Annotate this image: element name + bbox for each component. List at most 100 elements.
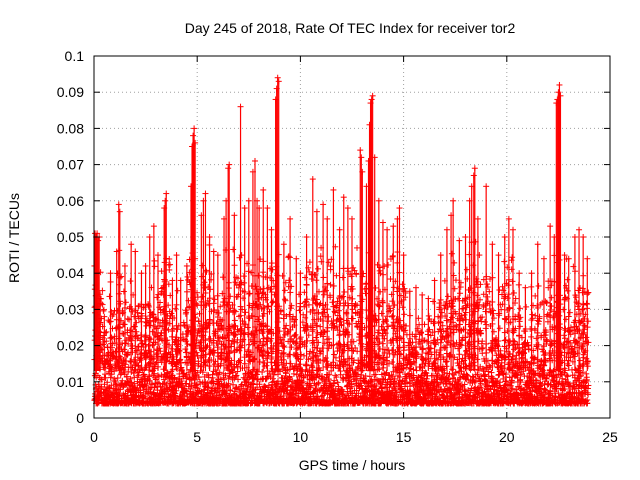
data-point xyxy=(555,89,562,96)
data-point xyxy=(167,261,174,268)
data-point xyxy=(430,298,437,305)
data-point xyxy=(138,270,145,277)
data-point xyxy=(349,295,356,302)
data-point xyxy=(199,262,206,269)
data-point xyxy=(509,226,516,233)
data-point xyxy=(281,287,288,294)
data-point xyxy=(120,288,127,295)
data-point xyxy=(191,125,198,132)
data-point xyxy=(297,270,304,277)
data-point xyxy=(127,278,134,285)
data-point xyxy=(463,266,470,273)
data-point xyxy=(320,201,327,208)
data-point xyxy=(124,315,131,322)
data-point xyxy=(522,284,529,291)
data-point xyxy=(419,291,426,298)
data-point xyxy=(463,316,470,323)
data-point xyxy=(240,273,247,280)
data-point xyxy=(413,367,420,374)
data-point xyxy=(256,358,263,365)
data-point xyxy=(120,330,127,337)
data-point xyxy=(122,304,129,311)
data-point xyxy=(358,154,365,161)
data-point xyxy=(173,301,180,308)
data-point xyxy=(124,352,131,359)
data-point xyxy=(576,226,583,233)
data-point xyxy=(126,316,133,323)
data-point xyxy=(281,296,288,303)
data-point xyxy=(162,197,169,204)
data-point xyxy=(516,270,523,277)
data-point xyxy=(220,274,227,281)
data-point xyxy=(400,252,407,259)
data-point xyxy=(206,316,213,323)
data-point xyxy=(128,241,135,248)
data-point xyxy=(114,393,121,400)
data-point xyxy=(131,323,138,330)
data-point xyxy=(268,289,275,296)
data-point xyxy=(155,291,162,298)
data-point xyxy=(306,259,313,266)
data-point xyxy=(103,338,110,345)
data-point xyxy=(330,186,337,193)
data-point xyxy=(100,332,107,339)
data-point xyxy=(154,294,161,301)
data-points xyxy=(91,74,592,407)
data-point xyxy=(99,352,106,359)
data-point xyxy=(129,343,136,350)
data-point xyxy=(357,147,364,154)
data-point xyxy=(478,318,485,325)
data-point xyxy=(96,328,103,335)
data-point xyxy=(116,390,123,397)
data-point xyxy=(102,364,109,371)
data-point xyxy=(206,234,213,240)
data-point xyxy=(100,338,107,345)
data-point xyxy=(547,223,554,230)
data-point xyxy=(372,284,379,291)
data-point xyxy=(390,223,397,230)
data-point xyxy=(252,283,259,290)
data-point xyxy=(102,371,109,378)
data-point xyxy=(449,366,456,373)
data-point xyxy=(315,265,322,272)
data-point xyxy=(230,246,237,253)
data-point xyxy=(390,284,397,291)
data-point xyxy=(109,344,116,351)
data-point xyxy=(215,310,222,317)
data-point xyxy=(125,340,132,347)
data-point xyxy=(470,172,477,179)
data-point xyxy=(225,285,232,292)
data-point xyxy=(120,309,127,316)
data-point xyxy=(293,255,300,262)
data-point xyxy=(296,307,303,314)
data-point xyxy=(349,215,355,222)
data-point xyxy=(113,348,120,355)
data-point xyxy=(340,293,347,300)
data-point xyxy=(534,241,541,248)
data-point xyxy=(431,277,438,284)
data-point xyxy=(231,212,238,219)
data-point xyxy=(128,337,135,344)
data-point xyxy=(132,248,139,255)
data-point xyxy=(451,259,458,266)
data-point xyxy=(528,270,535,277)
data-point xyxy=(96,349,103,356)
data-point xyxy=(489,241,496,248)
data-point xyxy=(127,358,134,365)
data-point xyxy=(378,310,385,317)
data-point xyxy=(112,362,119,369)
data-point xyxy=(412,284,419,291)
data-point xyxy=(254,197,261,204)
data-point xyxy=(425,295,432,302)
data-point xyxy=(309,176,316,183)
data-point xyxy=(295,291,302,298)
data-point xyxy=(561,252,568,259)
data-point xyxy=(350,264,357,271)
data-point xyxy=(201,284,208,291)
data-point xyxy=(231,262,238,269)
data-point xyxy=(111,340,118,347)
data-point xyxy=(182,349,189,356)
data-point xyxy=(201,279,208,286)
data-point xyxy=(174,326,181,333)
data-point xyxy=(92,282,99,289)
